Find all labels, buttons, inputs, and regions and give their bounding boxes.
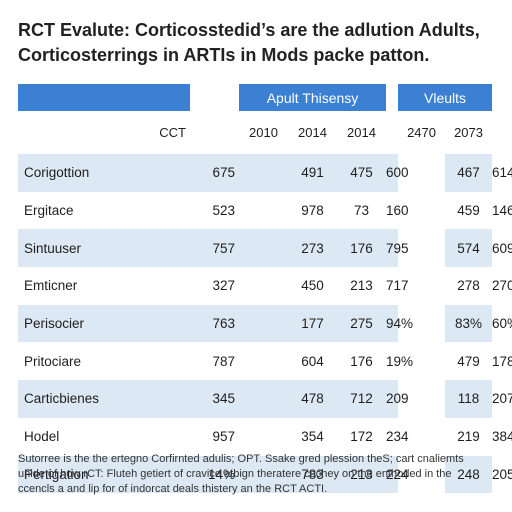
- table-cell: 467: [445, 154, 493, 192]
- table-cell: 475: [337, 154, 387, 192]
- table-row: Ergitace 523 978 73 160 459 146: [18, 191, 512, 230]
- table-cell: 176: [337, 229, 387, 268]
- table-row: Emticner 327 450 213 717 278 270: [18, 267, 512, 305]
- group-header-results: Vleults: [398, 84, 493, 111]
- table-row: Corigottion 675 491 475 600 467 614: [18, 154, 512, 192]
- table-row: Carticbienes 345 478 712 209 118 207: [18, 380, 512, 418]
- table-cell: 73: [354, 203, 370, 219]
- table-cell: 275: [337, 304, 387, 343]
- table-cell: 763: [190, 304, 239, 343]
- table-cell: 604: [301, 353, 324, 369]
- table-cell: 213: [350, 278, 373, 294]
- footnote-line-2: unide of how rCT: Fluteh getiert of crav…: [18, 468, 452, 480]
- table-cell: 248: [445, 455, 493, 494]
- table-cell: 19%: [386, 342, 413, 380]
- table-cell: 574: [445, 229, 493, 268]
- table-cell: 177: [288, 304, 337, 343]
- row-label: Corigottion: [18, 154, 190, 192]
- table-cell: 176: [350, 353, 373, 369]
- table-row: Perisocier76317727594%83%60%: [18, 304, 512, 343]
- table-row: Hodel 957 354 172 234 219 384: [18, 417, 512, 456]
- table-cell: 757: [190, 229, 239, 268]
- footnote-line-3: ccencls a and lip for of indorcat deals …: [18, 483, 328, 495]
- table-cell: 787: [212, 353, 235, 369]
- column-header: CCT: [159, 125, 186, 140]
- table-cell: 118: [445, 380, 493, 418]
- row-label: Pertigation: [18, 455, 190, 494]
- table-cell: 14%: [190, 455, 239, 494]
- table-cell: 783: [288, 455, 337, 494]
- table-cell: 172: [350, 429, 373, 445]
- table-cell: 354: [301, 429, 324, 445]
- table-cell: 717: [386, 278, 409, 294]
- table-cell: 523: [212, 203, 235, 219]
- row-label: Emticner: [24, 278, 78, 294]
- column-header: 2470: [407, 125, 436, 140]
- table-cell: 675: [190, 154, 239, 192]
- table-cell: 273: [288, 229, 337, 268]
- row-label: Sintuuser: [18, 229, 190, 268]
- table-cell: 795: [386, 229, 409, 268]
- group-header-row: Apult Thisensy Vleults: [18, 84, 493, 111]
- column-header: 2010: [249, 125, 278, 140]
- table-body: Corigottion 675 491 475 600 467 614 Ergitace 523…: [18, 154, 512, 494]
- table-cell: 978: [301, 203, 324, 219]
- table-cell: 478: [288, 380, 337, 418]
- table-row: Pertigation 14% 783 213 224 248 205: [18, 455, 512, 494]
- column-header: 2014: [298, 125, 327, 140]
- row-label: Perisocier: [18, 304, 190, 343]
- title-line-1: RCT Evalute: Corticosstedid’s are the ad…: [18, 20, 480, 40]
- table-cell: 213: [337, 455, 387, 494]
- table-cell: 160: [386, 203, 409, 219]
- group-header-adult: Apult Thisensy: [239, 84, 387, 111]
- table-cell: 459: [457, 203, 480, 219]
- table-cell: 600: [386, 154, 409, 192]
- table-cell: 712: [337, 380, 387, 418]
- row-label: Pritociare: [24, 353, 82, 369]
- column-header: 2014: [347, 125, 376, 140]
- column-header: 2073: [454, 125, 483, 140]
- table-cell: 327: [212, 278, 235, 294]
- group-header-blank: [18, 84, 190, 111]
- table-cell: 219: [457, 429, 480, 445]
- column-header-row: CCT 2010 2014 2014 2470 2073: [18, 111, 492, 154]
- data-table: Apult Thisensy Vleults CCT 2010 2014 201…: [18, 84, 512, 494]
- table-cell: 479: [457, 353, 480, 369]
- document-title: RCT Evalute: Corticosstedid’s are the ad…: [18, 18, 498, 68]
- table-cell: 450: [301, 278, 324, 294]
- table-cell: 345: [190, 380, 239, 418]
- table-cell: 234: [386, 429, 409, 445]
- table-cell: 491: [288, 154, 337, 192]
- footnote-line-1: Sutorree is the the ertegno Corfirnted a…: [18, 453, 464, 465]
- row-label: Hodel: [24, 429, 60, 445]
- footnote: Sutorree is the the ertegno Corfirnted a…: [18, 452, 494, 497]
- table-row: Sintuuser 757 273 176 795 574 609: [18, 229, 512, 268]
- row-label: Ergitace: [24, 203, 74, 219]
- row-label: Carticbienes: [18, 380, 190, 418]
- table-cell: 278: [457, 278, 480, 294]
- table-cell: 209: [386, 380, 409, 418]
- title-line-2: Corticosterrings in ARTIs in Mods packe …: [18, 45, 430, 65]
- table-cell: 957: [212, 429, 235, 445]
- table-cell: 94%: [386, 304, 413, 343]
- table-cell: 83%: [445, 304, 493, 343]
